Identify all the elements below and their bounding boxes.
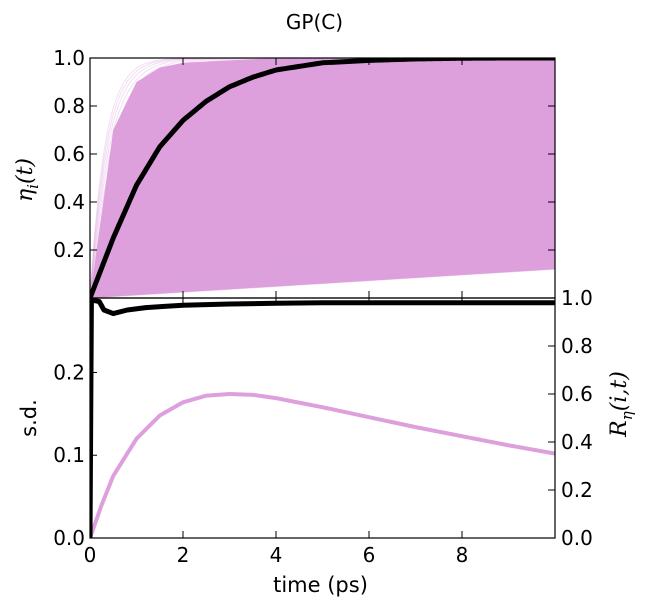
top-y-tick-label: 0.6	[53, 142, 85, 166]
bottom-y-tick-label: 0.1	[53, 443, 85, 467]
r-eta-line	[90, 298, 555, 538]
top-y-tick-label: 1.0	[53, 46, 85, 70]
x-tick-label: 6	[363, 543, 376, 567]
right-y-tick-label: 0.8	[561, 334, 593, 358]
trajectory-fringe-lower	[90, 205, 555, 298]
trajectory-fringe-lower	[90, 268, 555, 298]
trajectory-fringe-lower	[90, 215, 555, 298]
top-panel: 0.2 0.4 0.6 0.8 1.0 ηi(t)	[13, 46, 556, 299]
x-tick-label: 8	[456, 543, 469, 567]
bottom-y-tick-label: 0.2	[53, 360, 85, 384]
right-y-tick-label: 0.4	[561, 430, 593, 454]
bottom-panel: 0.0 0.1 0.2 0.0 0.2 0.4 0.6 0.8 1.0 0 2 4 6 8 time (p…	[17, 286, 636, 597]
trajectory-fringe-lower	[90, 247, 555, 298]
trajectory-fringe-lower	[90, 242, 555, 298]
right-y-tick-label: 0.0	[561, 526, 593, 550]
x-tick-label: 2	[177, 543, 190, 567]
trajectory-fringe-lower	[90, 263, 555, 298]
x-tick-label: 0	[84, 543, 97, 567]
bottom-lines	[90, 298, 555, 538]
trajectory-fringe-lower	[90, 237, 555, 298]
sd-line	[90, 392, 555, 538]
top-y-tick-label: 0.2	[53, 238, 85, 262]
trajectory-fringe-lower	[90, 221, 555, 298]
right-y-tick-label: 1.0	[561, 286, 593, 310]
bottom-ticks: 0.0 0.1 0.2 0.0 0.2 0.4 0.6 0.8 1.0 0 2 4 6 8	[53, 286, 593, 567]
top-y-ticks: 0.2 0.4 0.6 0.8 1.0	[53, 46, 555, 298]
trajectory-fringe-lower	[90, 200, 555, 298]
top-trajectories	[90, 58, 555, 298]
trajectory-fringe-lower	[90, 258, 555, 298]
trajectory-band	[90, 58, 555, 298]
bottom-right-y-axis-label: Rη(i,t)	[607, 371, 636, 438]
bottom-y-axis-label: s.d.	[17, 399, 41, 437]
trajectory-fringe-lower	[90, 252, 555, 298]
chart-title: GP(C)	[286, 10, 343, 34]
top-y-tick-label: 0.8	[53, 94, 85, 118]
trajectory-fringe-lower	[90, 231, 555, 298]
x-tick-label: 4	[270, 543, 283, 567]
x-axis-label: time (ps)	[273, 573, 368, 597]
bottom-y-tick-label: 0.0	[53, 526, 85, 550]
top-y-tick-label: 0.4	[53, 190, 85, 214]
right-y-tick-label: 0.6	[561, 382, 593, 406]
top-y-axis-label: ηi(t)	[13, 158, 42, 202]
trajectory-fringe-lower	[90, 226, 555, 298]
trajectory-fringe-lower	[90, 210, 555, 298]
right-y-tick-label: 0.2	[561, 478, 593, 502]
bottom-axes-frame	[89, 297, 556, 539]
